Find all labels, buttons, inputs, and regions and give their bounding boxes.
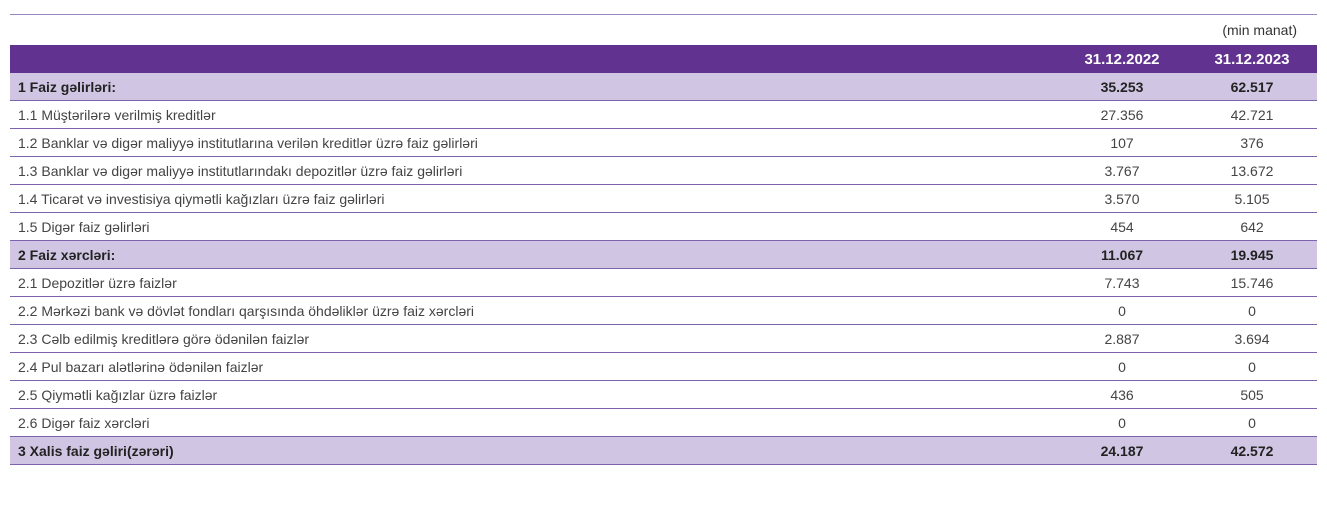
- value-2022: 35.253: [1057, 73, 1187, 101]
- value-2022: 7.743: [1057, 268, 1187, 297]
- section-row: 1 Faiz gəlirləri: 35.253 62.517: [10, 73, 1317, 101]
- section-row: 2 Faiz xərcləri: 11.067 19.945: [10, 240, 1317, 269]
- row-label: 1.5 Digər faiz gəlirləri: [10, 212, 1057, 241]
- value-2023: 15.746: [1187, 268, 1317, 297]
- row-label: 1.4 Ticarət və investisiya qiymətli kağı…: [10, 184, 1057, 213]
- row-label: 1.2 Banklar və digər maliyyə institutlar…: [10, 128, 1057, 157]
- top-divider: [10, 14, 1317, 15]
- label-column-header: [10, 45, 1057, 73]
- value-2022: 454: [1057, 212, 1187, 241]
- value-2023: 62.517: [1187, 73, 1317, 101]
- row-label: 2.2 Mərkəzi bank və dövlət fondları qarş…: [10, 296, 1057, 325]
- value-2022: 11.067: [1057, 240, 1187, 269]
- value-2022: 0: [1057, 296, 1187, 325]
- value-2022: 3.570: [1057, 184, 1187, 213]
- value-2022: 24.187: [1057, 436, 1187, 465]
- value-2023: 642: [1187, 212, 1317, 241]
- value-2023: 0: [1187, 408, 1317, 437]
- section-row: 3 Xalis faiz gəliri(zərəri) 24.187 42.572: [10, 436, 1317, 465]
- value-2022: 3.767: [1057, 156, 1187, 185]
- table-row: 2.3 Cəlb edilmiş kreditlərə görə ödənilə…: [10, 324, 1317, 353]
- value-2023: 0: [1187, 352, 1317, 381]
- table-row: 1.2 Banklar və digər maliyyə institutlar…: [10, 128, 1317, 157]
- table-row: 2.6 Digər faiz xərcləri 0 0: [10, 408, 1317, 437]
- value-2023: 42.721: [1187, 100, 1317, 129]
- value-2022: 0: [1057, 352, 1187, 381]
- header-row: 31.12.2022 31.12.2023: [10, 45, 1317, 73]
- row-label: 2.5 Qiymətli kağızlar üzrə faizlər: [10, 380, 1057, 409]
- table-row: 1.1 Müştərilərə verilmiş kreditlər 27.356…: [10, 100, 1317, 129]
- row-label: 1.1 Müştərilərə verilmiş kreditlər: [10, 100, 1057, 129]
- table-row: 2.4 Pul bazarı alətlərinə ödənilən faizl…: [10, 352, 1317, 381]
- value-2023: 13.672: [1187, 156, 1317, 185]
- value-2022: 436: [1057, 380, 1187, 409]
- table-row: 1.4 Ticarət və investisiya qiymətli kağı…: [10, 184, 1317, 213]
- table-row: 2.1 Depozitlər üzrə faizlər 7.743 15.746: [10, 268, 1317, 297]
- column-header-2022: 31.12.2022: [1057, 45, 1187, 73]
- row-label: 2.1 Depozitlər üzrə faizlər: [10, 268, 1057, 297]
- row-label: 2 Faiz xərcləri:: [10, 240, 1057, 269]
- table-row: 1.5 Digər faiz gəlirləri 454 642: [10, 212, 1317, 241]
- value-2023: 376: [1187, 128, 1317, 157]
- value-2022: 2.887: [1057, 324, 1187, 353]
- interest-income-table: 31.12.2022 31.12.2023 1 Faiz gəlirləri: 3…: [10, 45, 1317, 465]
- column-header-2023: 31.12.2023: [1187, 45, 1317, 73]
- row-label: 1.3 Banklar və digər maliyyə institutlar…: [10, 156, 1057, 185]
- table-row: 1.3 Banklar və digər maliyyə institutlar…: [10, 156, 1317, 185]
- value-2023: 3.694: [1187, 324, 1317, 353]
- value-2023: 42.572: [1187, 436, 1317, 465]
- value-2023: 0: [1187, 296, 1317, 325]
- value-2022: 107: [1057, 128, 1187, 157]
- value-2022: 0: [1057, 408, 1187, 437]
- value-2023: 505: [1187, 380, 1317, 409]
- table-row: 2.5 Qiymətli kağızlar üzrə faizlər 436 505: [10, 380, 1317, 409]
- table-row: 2.2 Mərkəzi bank və dövlət fondları qarş…: [10, 296, 1317, 325]
- unit-label: (min manat): [1222, 22, 1297, 38]
- row-label: 2.4 Pul bazarı alətlərinə ödənilən faizl…: [10, 352, 1057, 381]
- row-label: 2.3 Cəlb edilmiş kreditlərə görə ödənilə…: [10, 324, 1057, 353]
- row-label: 1 Faiz gəlirləri:: [10, 73, 1057, 101]
- value-2023: 5.105: [1187, 184, 1317, 213]
- value-2023: 19.945: [1187, 240, 1317, 269]
- value-2022: 27.356: [1057, 100, 1187, 129]
- row-label: 2.6 Digər faiz xərcləri: [10, 408, 1057, 437]
- row-label: 3 Xalis faiz gəliri(zərəri): [10, 436, 1057, 465]
